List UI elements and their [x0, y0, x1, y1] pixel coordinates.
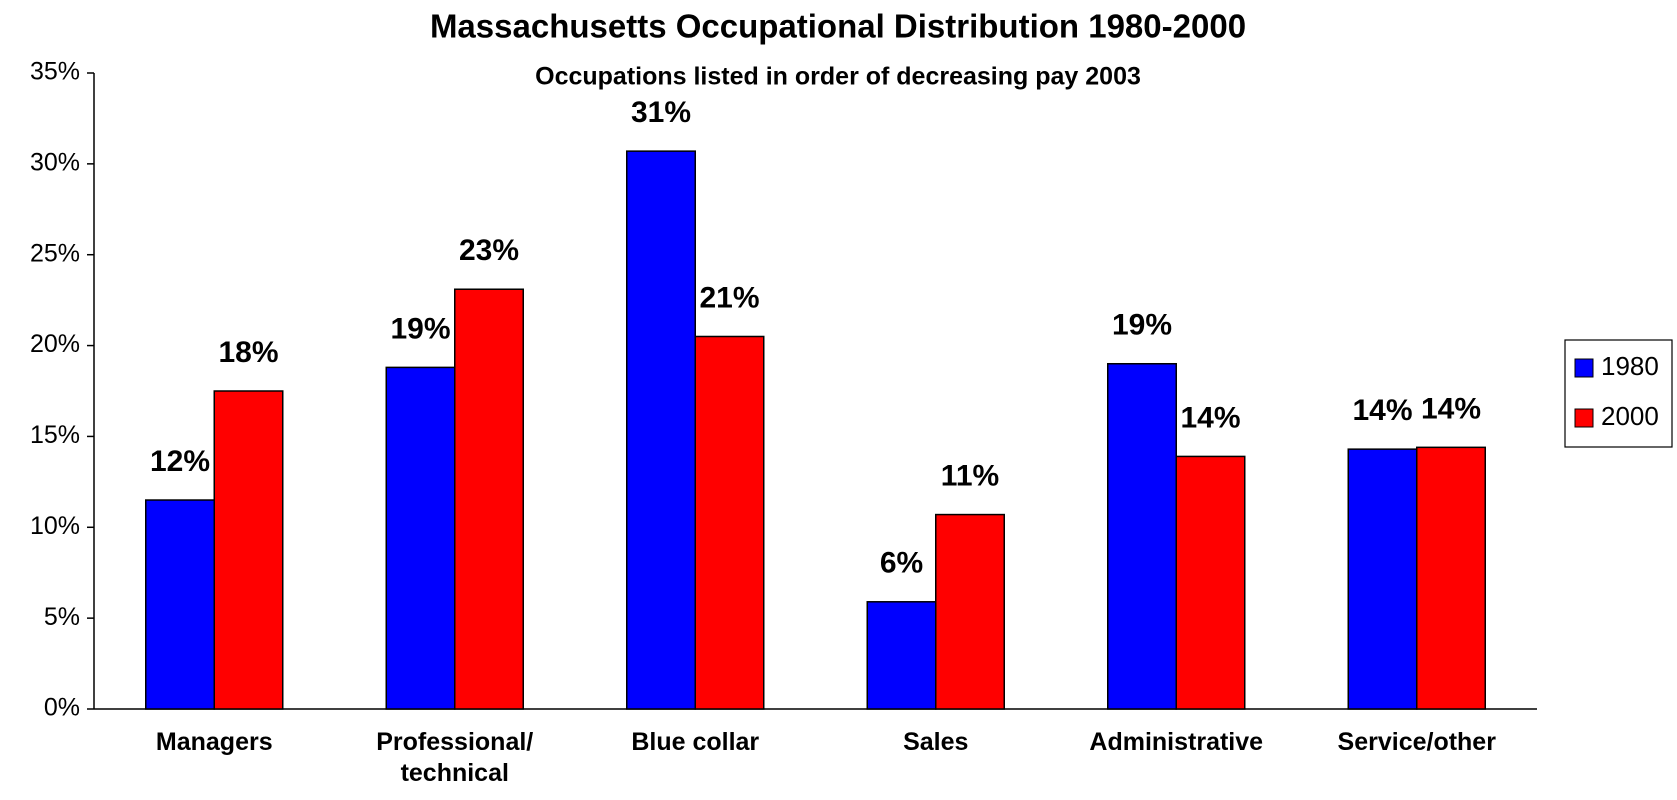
y-tick-label: 20% [30, 330, 80, 358]
bar [626, 150, 696, 710]
data-label: 11% [941, 459, 999, 492]
bar [1416, 446, 1486, 710]
data-label: 12% [150, 445, 210, 478]
bar [935, 513, 1005, 710]
legend-label: 2000 [1601, 401, 1659, 431]
bar [1347, 448, 1418, 710]
bar [385, 366, 456, 710]
data-label: 14% [1352, 394, 1412, 427]
chart-subtitle: Occupations listed in order of decreasin… [535, 63, 1141, 91]
bar [866, 601, 937, 710]
data-label: 19% [390, 312, 450, 345]
data-label: 6% [880, 547, 923, 580]
x-tick-label: Professional/ technical [376, 728, 534, 787]
x-tick-label: Managers [155, 728, 273, 756]
y-tick-label: 25% [30, 239, 80, 267]
y-tick-label: 15% [30, 421, 80, 449]
legend-label: 1980 [1601, 351, 1659, 381]
legend-swatch [1574, 408, 1594, 428]
data-label: 19% [1112, 309, 1172, 342]
data-label: 14% [1421, 392, 1481, 425]
data-label: 18% [218, 336, 278, 369]
y-tick-label: 10% [30, 512, 80, 540]
x-tick-label: Service/other [1337, 728, 1496, 756]
chart-title: Massachusetts Occupational Distribution … [430, 8, 1246, 45]
y-tick-label: 0% [44, 694, 80, 722]
bar [213, 390, 284, 710]
y-tick-label: 35% [30, 58, 80, 86]
y-tick-label: 30% [30, 148, 80, 176]
bar [694, 335, 765, 710]
data-label: 21% [699, 281, 759, 314]
bar [454, 288, 524, 710]
bar [1107, 362, 1177, 710]
x-tick-label: Blue collar [631, 728, 760, 756]
data-label: 23% [459, 234, 519, 267]
bar [145, 499, 215, 710]
data-label: 31% [631, 96, 691, 129]
x-tick-label: Administrative [1089, 728, 1264, 756]
y-tick-label: 5% [44, 603, 80, 631]
x-tick-label: Sales [903, 728, 969, 756]
data-label: 14% [1180, 401, 1240, 434]
legend-swatch [1574, 358, 1594, 378]
legend-box [1564, 339, 1673, 448]
bar [1175, 455, 1246, 710]
